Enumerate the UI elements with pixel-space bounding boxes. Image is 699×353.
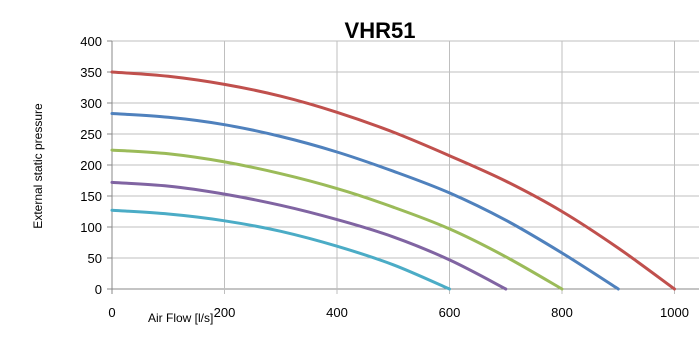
y-tick-label: 300 [80,96,102,111]
series-line-4 [110,180,508,291]
x-tick-label: 200 [214,305,236,320]
series-lines [110,70,676,291]
y-tick-label: 50 [88,251,102,266]
x-tick-label: 600 [439,305,461,320]
y-tick-label: 0 [95,282,102,297]
series-line-3 [110,148,564,291]
y-tick-label: 150 [80,189,102,204]
y-axis-label: External static pressure [31,103,45,229]
y-tick-label: 200 [80,158,102,173]
y-axis-ticks: 0 50 100 150 200 250 300 350 400 [80,34,102,297]
y-tick-label: 250 [80,127,102,142]
series-line-2 [110,112,620,291]
series-line-1 [110,70,676,291]
x-tick-label: 400 [326,305,348,320]
y-tick-label: 400 [80,34,102,49]
x-axis-label: Air Flow [l/s] [148,311,213,325]
x-tick-label: 0 [108,305,115,320]
chart-title: VHR51 [345,18,416,43]
x-axis-ticks: 020040060080010001200 [108,305,689,320]
x-tick-label: 800 [551,305,573,320]
series-line-5 [110,208,451,291]
y-tick-label: 100 [80,220,102,235]
y-tick-label: 350 [80,65,102,80]
x-tick-label: 1000 [660,305,689,320]
